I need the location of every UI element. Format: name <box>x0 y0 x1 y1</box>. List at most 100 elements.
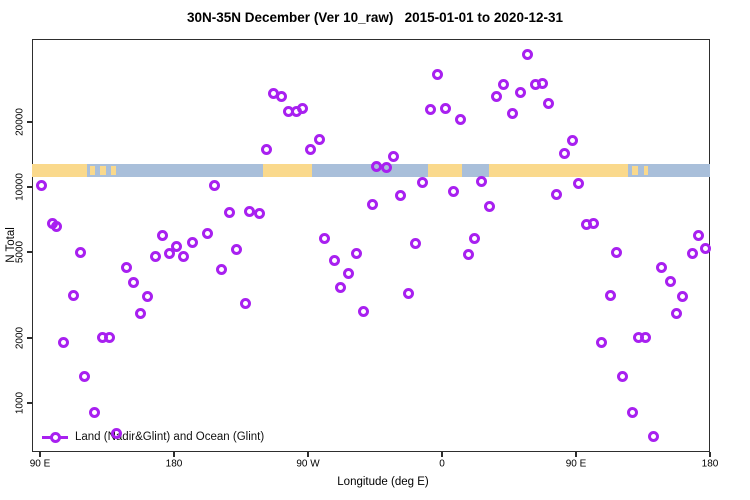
x-tick-label: 90 E <box>29 458 51 470</box>
data-point <box>515 87 527 99</box>
data-point <box>261 144 273 156</box>
data-point <box>551 188 563 200</box>
data-point <box>128 276 140 288</box>
data-point <box>157 229 169 241</box>
data-point <box>380 162 392 174</box>
y-tick <box>27 337 32 339</box>
data-point <box>319 233 331 245</box>
data-point <box>463 249 475 261</box>
data-point <box>253 208 265 220</box>
data-point <box>68 289 80 301</box>
data-point <box>559 148 571 160</box>
data-point <box>104 332 116 344</box>
data-point <box>51 221 63 233</box>
data-point <box>640 332 652 344</box>
data-point <box>297 103 309 115</box>
data-point <box>454 114 466 126</box>
island-segment <box>89 165 96 176</box>
x-tick <box>575 452 577 457</box>
data-point <box>543 98 555 110</box>
data-point <box>677 291 689 303</box>
data-point <box>150 250 162 262</box>
data-point <box>665 275 677 287</box>
data-point <box>305 144 317 156</box>
data-point <box>627 407 639 419</box>
data-point <box>522 48 534 60</box>
data-point <box>567 135 579 147</box>
data-point <box>440 103 452 115</box>
data-point <box>239 297 251 309</box>
data-point <box>573 178 585 190</box>
data-point <box>648 430 660 442</box>
data-point <box>387 151 399 163</box>
x-tick <box>39 452 41 457</box>
land-segment <box>488 163 629 178</box>
data-point <box>491 90 503 102</box>
island-segment <box>99 165 107 176</box>
data-point <box>224 207 236 219</box>
data-point <box>164 248 176 260</box>
data-point <box>186 237 198 249</box>
data-point <box>605 290 617 302</box>
data-point <box>700 243 712 255</box>
data-point <box>120 261 132 273</box>
data-point <box>498 78 510 90</box>
data-point <box>358 306 370 318</box>
data-point <box>432 68 444 80</box>
x-tick-label: 90 W <box>296 458 320 470</box>
data-point <box>617 371 629 383</box>
data-point <box>403 288 415 300</box>
island-segment <box>631 165 638 176</box>
data-point <box>334 281 346 293</box>
data-point <box>410 238 422 250</box>
x-tick-label: 0 <box>439 458 445 470</box>
x-axis-label: Longitude (deg E) <box>337 476 429 488</box>
data-point <box>588 217 600 229</box>
data-point <box>687 248 699 260</box>
land-segment <box>262 163 312 178</box>
data-point <box>75 246 87 258</box>
data-point <box>671 307 683 319</box>
data-point <box>111 427 123 439</box>
y-tick-label: 20000 <box>14 108 26 136</box>
data-point <box>231 244 243 256</box>
data-point <box>329 254 341 266</box>
y-tick-label: 10000 <box>14 173 26 201</box>
island-segment <box>643 165 649 176</box>
data-point <box>134 307 146 319</box>
data-point <box>276 90 288 102</box>
data-point <box>484 201 496 213</box>
data-point <box>394 189 406 201</box>
x-tick <box>709 452 711 457</box>
data-point <box>469 233 481 245</box>
y-tick-label: 2000 <box>14 326 26 350</box>
data-point <box>351 248 363 260</box>
data-point <box>208 179 220 191</box>
island-segment <box>110 165 116 176</box>
data-point <box>507 108 519 120</box>
data-point <box>447 185 459 197</box>
data-point <box>201 227 213 239</box>
data-point <box>216 264 228 276</box>
data-point <box>693 229 705 241</box>
land-segment <box>31 163 88 178</box>
x-tick-label: 180 <box>165 458 183 470</box>
x-tick <box>307 452 309 457</box>
legend-label: Land (Nadir&Glint) and Ocean (Glint) <box>75 431 265 443</box>
data-point <box>313 133 325 145</box>
data-point <box>58 337 70 349</box>
y-tick <box>27 186 32 188</box>
x-tick-label: 180 <box>701 458 719 470</box>
data-point <box>611 247 623 259</box>
data-point <box>537 77 549 89</box>
plot-area <box>32 39 710 452</box>
data-point <box>142 291 154 303</box>
x-tick <box>441 452 443 457</box>
data-point <box>366 198 378 210</box>
y-tick-label: 5000 <box>14 240 26 264</box>
data-point <box>417 177 429 189</box>
y-tick <box>27 121 32 123</box>
y-tick-label: 1000 <box>14 391 26 415</box>
legend-marker <box>49 431 61 443</box>
data-point <box>342 268 354 280</box>
